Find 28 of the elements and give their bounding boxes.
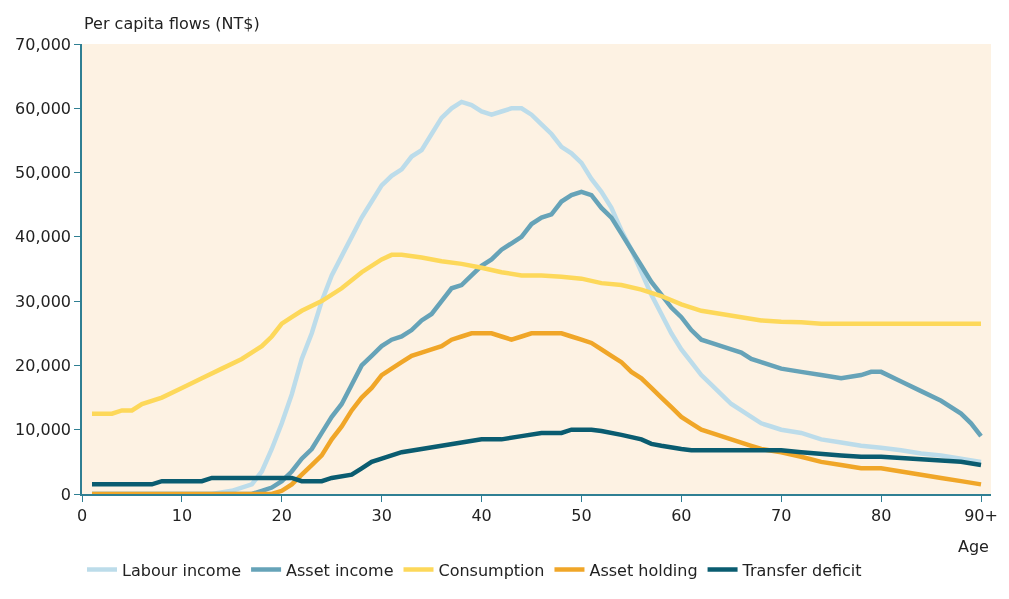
- x-tick-label: 10: [171, 505, 193, 525]
- y-axis-title: Per capita flows (NT$): [84, 14, 260, 33]
- x-tick-label: 90+: [964, 505, 998, 525]
- line-series: [89, 252, 984, 416]
- legend-label: Asset income: [286, 560, 394, 580]
- x-axis-title: Age: [958, 537, 989, 556]
- x-tick-label: 40: [471, 505, 492, 525]
- y-tick-label: 40,000: [15, 227, 72, 247]
- x-tick-label: 20: [271, 505, 292, 525]
- y-tick-label: 30,000: [15, 291, 72, 311]
- y-tick-label: 50,000: [15, 163, 72, 183]
- x-tick-label: 30: [371, 505, 392, 525]
- x-tick-label: 0: [76, 505, 88, 525]
- y-tick-label: 10,000: [15, 420, 72, 440]
- x-tick-label: 80: [870, 505, 892, 525]
- y-tick-label: 20,000: [15, 356, 72, 376]
- legend-label: Transfer deficit: [741, 560, 862, 580]
- x-tick-label: 60: [671, 505, 692, 525]
- legend-label: Asset holding: [589, 560, 698, 580]
- legend-label: Consumption: [438, 560, 545, 580]
- line-series: [89, 331, 984, 494]
- x-tick-label: 70: [771, 505, 792, 525]
- y-tick-label: 60,000: [15, 98, 72, 118]
- y-tick-label: 70,000: [15, 34, 72, 54]
- x-tick-label: 50: [571, 505, 592, 525]
- line-series: [89, 427, 984, 487]
- y-tick-label: 0: [60, 484, 72, 504]
- legend-label: Labour income: [122, 560, 242, 580]
